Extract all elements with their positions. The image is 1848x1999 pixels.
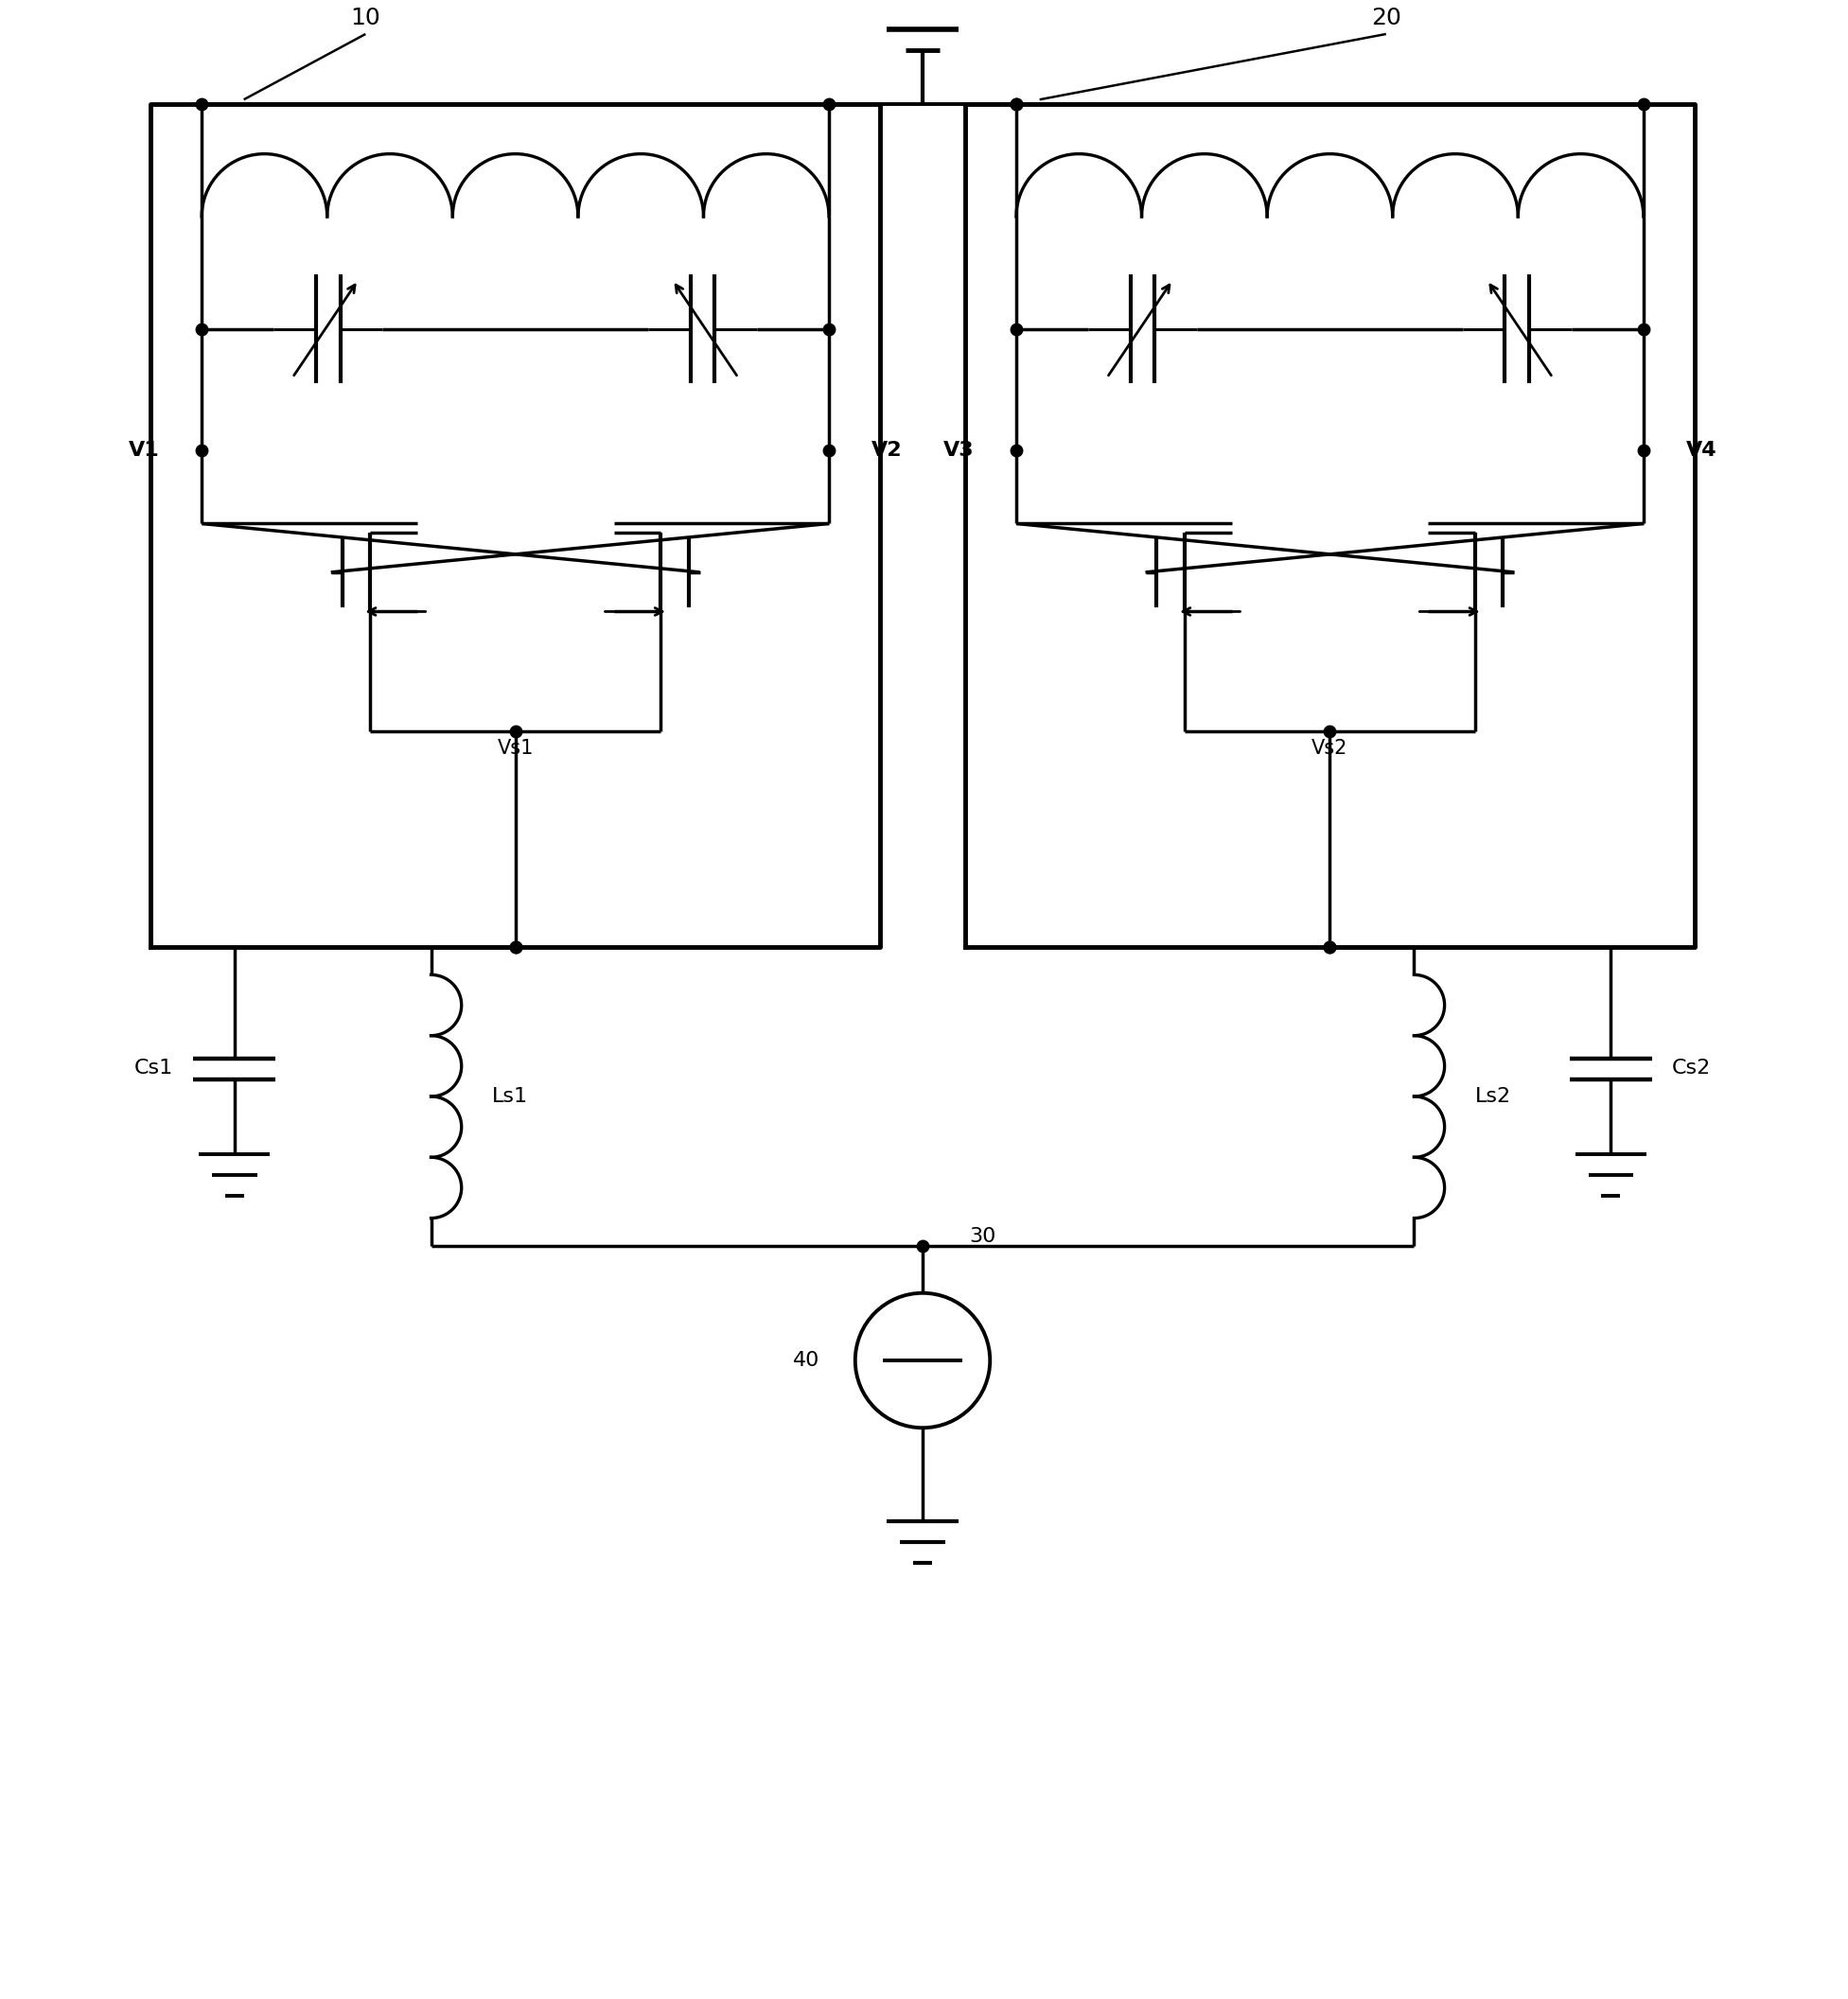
Text: 30: 30	[970, 1227, 996, 1245]
Text: V1: V1	[129, 442, 159, 460]
Text: 40: 40	[793, 1351, 821, 1369]
Text: V4: V4	[1685, 442, 1717, 460]
Text: Vs2: Vs2	[1312, 740, 1347, 758]
Text: 10: 10	[351, 6, 381, 30]
Text: V3: V3	[942, 442, 974, 460]
Text: Cs1: Cs1	[135, 1059, 174, 1077]
Text: Vs1: Vs1	[497, 740, 534, 758]
Text: Cs2: Cs2	[1672, 1059, 1711, 1077]
Text: Ls1: Ls1	[492, 1087, 529, 1105]
Text: Ls2: Ls2	[1475, 1087, 1512, 1105]
Text: V2: V2	[870, 442, 902, 460]
Text: 20: 20	[1371, 6, 1401, 30]
